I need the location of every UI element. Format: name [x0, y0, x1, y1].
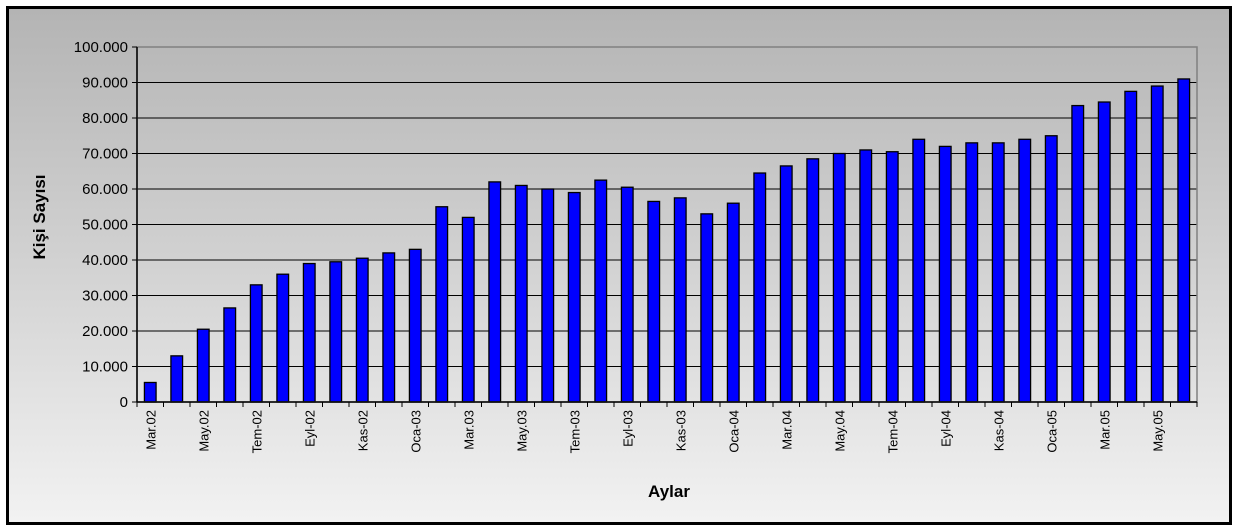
bar — [832, 152, 846, 403]
x-tick-labels: Mar.02 May.02 Tem-02 Eyl-02 Kas-02 Oca-03 Mar.… — [143, 410, 1165, 453]
y-tick-label: 50.000 — [82, 217, 128, 234]
bar — [647, 200, 661, 403]
y-axis-title: Kişi Sayısı — [30, 174, 49, 259]
bar — [991, 142, 1005, 403]
x-tick-label: May.02 — [196, 410, 211, 452]
bar — [912, 138, 926, 403]
x-tick-label: Mar.05 — [1097, 410, 1112, 450]
x-tick-label: Kas-02 — [355, 410, 370, 451]
bar — [779, 165, 793, 403]
bar — [461, 216, 475, 403]
bar — [302, 262, 316, 403]
x-tick-label: Mar.03 — [461, 410, 476, 450]
y-tick-label: 70.000 — [82, 146, 128, 163]
bar — [753, 172, 767, 403]
axes — [132, 46, 1198, 407]
y-tick-label: 0 — [120, 394, 128, 411]
bar — [249, 284, 263, 403]
bar — [276, 273, 290, 403]
y-tick-label: 20.000 — [82, 323, 128, 340]
x-tick-label: May.03 — [514, 410, 529, 452]
y-tick-label: 90.000 — [82, 75, 128, 92]
x-tick-label: Oca-05 — [1044, 410, 1059, 453]
bar — [965, 142, 979, 403]
x-axis-title: Aylar — [648, 482, 690, 501]
bar — [541, 188, 555, 403]
x-tick-label: Tem-02 — [249, 410, 264, 453]
x-tick-label: May.05 — [1150, 410, 1165, 452]
bar — [726, 202, 740, 403]
bar — [938, 145, 952, 403]
bar — [1071, 104, 1085, 403]
bar — [408, 248, 422, 403]
x-tick-label: Mar.02 — [143, 410, 158, 450]
bar — [700, 213, 714, 403]
bar — [1018, 138, 1032, 403]
bar — [1097, 101, 1111, 403]
bar — [170, 355, 184, 403]
bar — [806, 158, 820, 403]
bar — [1044, 135, 1058, 403]
bar — [567, 191, 581, 403]
y-tick-label: 100.000 — [74, 39, 128, 56]
bar — [859, 149, 873, 403]
bar — [885, 151, 899, 403]
bar — [594, 179, 608, 403]
bar — [1124, 90, 1138, 403]
bar — [1150, 85, 1164, 403]
bar — [435, 206, 449, 403]
y-tick-label: 80.000 — [82, 110, 128, 127]
chart-frame: 0 10.000 20.000 30.000 40.000 50.000 60.000 70.… — [6, 6, 1232, 525]
x-tick-label: Tem-03 — [567, 410, 582, 453]
x-tick-label: Tem-04 — [885, 410, 900, 453]
x-tick-label: Mar.04 — [779, 410, 794, 450]
x-tick-label: Eyl-04 — [938, 410, 953, 447]
bar — [514, 184, 528, 403]
bar — [620, 186, 634, 403]
bars — [143, 78, 1191, 403]
bar — [196, 328, 210, 403]
y-tick-label: 10.000 — [82, 359, 128, 376]
y-tick-label: 30.000 — [82, 288, 128, 305]
bar-chart: 0 10.000 20.000 30.000 40.000 50.000 60.000 70.… — [30, 39, 1198, 501]
x-tick-label: Kas-04 — [991, 410, 1006, 451]
x-tick-label: Eyl-03 — [620, 410, 635, 447]
bar — [1177, 78, 1191, 403]
y-tick-labels: 0 10.000 20.000 30.000 40.000 50.000 60.000 70.… — [74, 39, 128, 411]
bar — [382, 252, 396, 403]
y-tick-label: 60.000 — [82, 181, 128, 198]
x-tick-label: Eyl-02 — [302, 410, 317, 447]
bar — [355, 257, 369, 403]
x-tick-label: Oca-04 — [726, 410, 741, 453]
bar — [673, 197, 687, 403]
gridlines — [137, 46, 1197, 367]
bar — [223, 307, 237, 403]
bar — [143, 381, 157, 403]
x-tick-label: Kas-03 — [673, 410, 688, 451]
bar — [488, 181, 502, 403]
x-tick-label: Oca-03 — [408, 410, 423, 453]
bar — [329, 261, 343, 403]
x-tick-label: May.04 — [832, 410, 847, 452]
y-tick-label: 40.000 — [82, 252, 128, 269]
